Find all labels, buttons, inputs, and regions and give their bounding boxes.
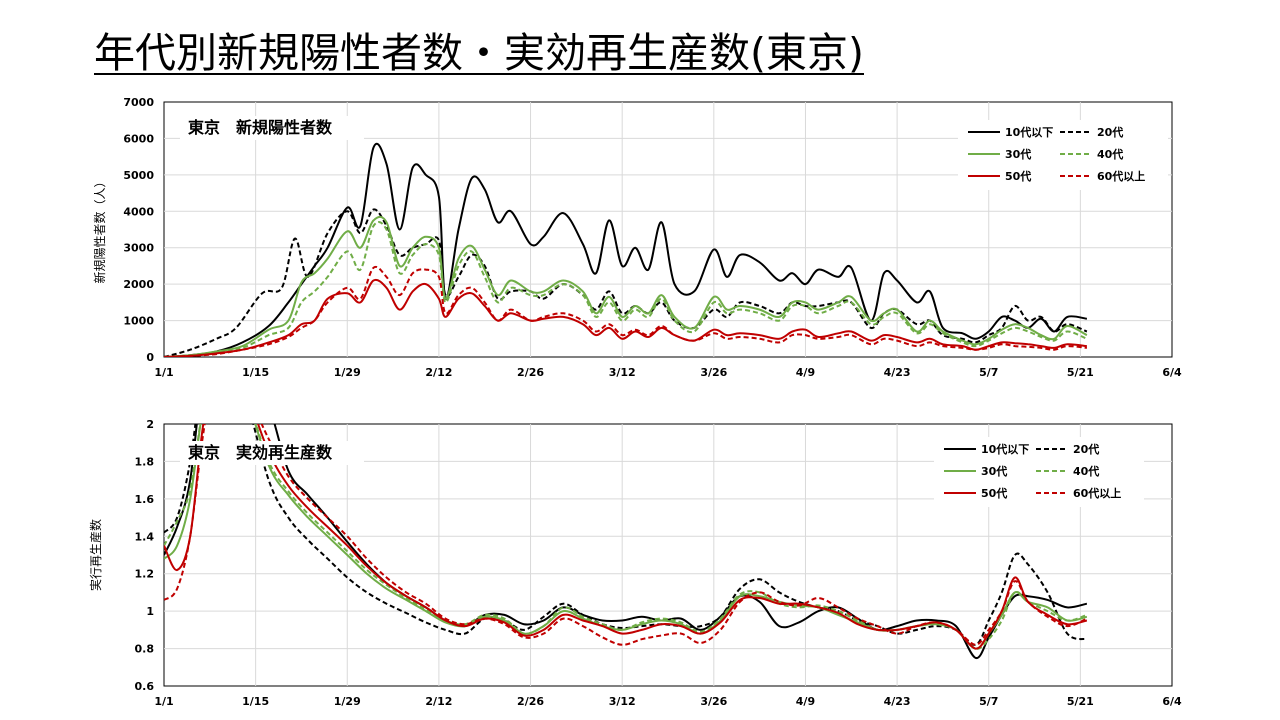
series-lines (164, 424, 1088, 659)
x-tick-label: 4/23 (884, 366, 911, 379)
legend-label: 40代 (1097, 147, 1123, 161)
series-line (164, 424, 1088, 646)
y-tick-label: 1.8 (135, 455, 155, 468)
chart-title-bg (180, 441, 364, 465)
legend-label: 50代 (981, 486, 1007, 500)
legend-label: 50代 (1005, 169, 1031, 183)
x-tick-label: 5/7 (979, 366, 998, 379)
x-tick-label: 4/9 (796, 366, 815, 379)
series-line (164, 424, 1088, 650)
legend-label: 10代以下 (981, 442, 1029, 456)
y-axis-label: 実行再生産数 (88, 519, 103, 591)
new-cases-chart: 0 1000 2000 3000 4000 5000 6000 7000 1/1 1/15 1/29… (92, 96, 1182, 379)
y-tick-label: 2000 (123, 278, 154, 291)
x-tick-label: 5/21 (1067, 695, 1094, 708)
y-tick-label: 0 (146, 351, 154, 364)
x-tick-label: 1/15 (242, 366, 269, 379)
series-line (164, 215, 1088, 357)
legend-label: 20代 (1097, 125, 1123, 139)
y-axis-label: 新規陽性者数（人） (92, 175, 107, 283)
x-tick-label: 1/1 (154, 366, 173, 379)
legend-label: 40代 (1073, 464, 1099, 478)
chart-title: 東京 新規陽性者数 (188, 118, 333, 137)
legend: 10代以下 20代 30代 40代 50代 60代以上 (934, 437, 1144, 507)
x-tick-label: 2/26 (517, 366, 544, 379)
legend-label: 30代 (1005, 147, 1031, 161)
x-tick-label: 1/29 (334, 695, 361, 708)
series-line (164, 278, 1088, 357)
series-line (164, 424, 1088, 659)
x-tick-label: 2/12 (425, 366, 452, 379)
legend-label: 30代 (981, 464, 1007, 478)
x-tick-label: 6/4 (1162, 366, 1182, 379)
x-tick-label: 5/7 (979, 695, 998, 708)
series-lines (164, 142, 1088, 357)
y-tick-label: 1000 (123, 315, 154, 328)
x-tick-label: 1/1 (154, 695, 173, 708)
y-tick-label: 3000 (123, 242, 154, 255)
y-tick-label: 0.6 (135, 680, 155, 693)
x-tick-label: 2/12 (425, 695, 452, 708)
y-tick-label: 0.8 (135, 643, 155, 656)
y-tick-label: 1.6 (135, 493, 155, 506)
page-title: 年代別新規陽性者数・実効再生産数(東京) (94, 29, 864, 77)
x-tick-label: 3/12 (609, 366, 636, 379)
x-tick-label: 4/9 (796, 695, 815, 708)
x-tick-label: 6/4 (1162, 695, 1182, 708)
x-tick-label: 3/12 (609, 695, 636, 708)
x-tick-label: 1/15 (242, 695, 269, 708)
legend: 10代以下 20代 30代 40代 50代 60代以上 (958, 120, 1168, 190)
y-tick-label: 1 (146, 605, 154, 618)
x-tick-label: 1/29 (334, 366, 361, 379)
x-tick-label: 2/26 (517, 695, 544, 708)
y-tick-label: 1.2 (135, 568, 155, 581)
legend-label: 20代 (1073, 442, 1099, 456)
y-tick-label: 7000 (123, 96, 154, 109)
reproduction-number-chart: 0.6 0.8 1 1.2 1.4 1.6 1.8 2 1/1 1/15 1/29 2/12 2/26 3… (88, 418, 1182, 708)
x-tick-label: 3/26 (700, 695, 727, 708)
y-tick-label: 5000 (123, 169, 154, 182)
y-tick-label: 6000 (123, 132, 154, 145)
x-tick-label: 4/23 (884, 695, 911, 708)
y-tick-label: 2 (146, 418, 154, 431)
y-tick-label: 4000 (123, 205, 154, 218)
x-tick-label: 3/26 (700, 366, 727, 379)
chart-title-bg (180, 116, 364, 140)
legend-label: 60代以上 (1097, 169, 1145, 183)
series-line (164, 221, 1088, 357)
legend-label: 60代以上 (1073, 486, 1121, 500)
y-tick-label: 1.4 (135, 530, 155, 543)
chart-title: 東京 実効再生産数 (188, 443, 333, 462)
x-tick-label: 5/21 (1067, 366, 1094, 379)
series-line (164, 142, 1088, 357)
legend-label: 10代以下 (1005, 125, 1053, 139)
